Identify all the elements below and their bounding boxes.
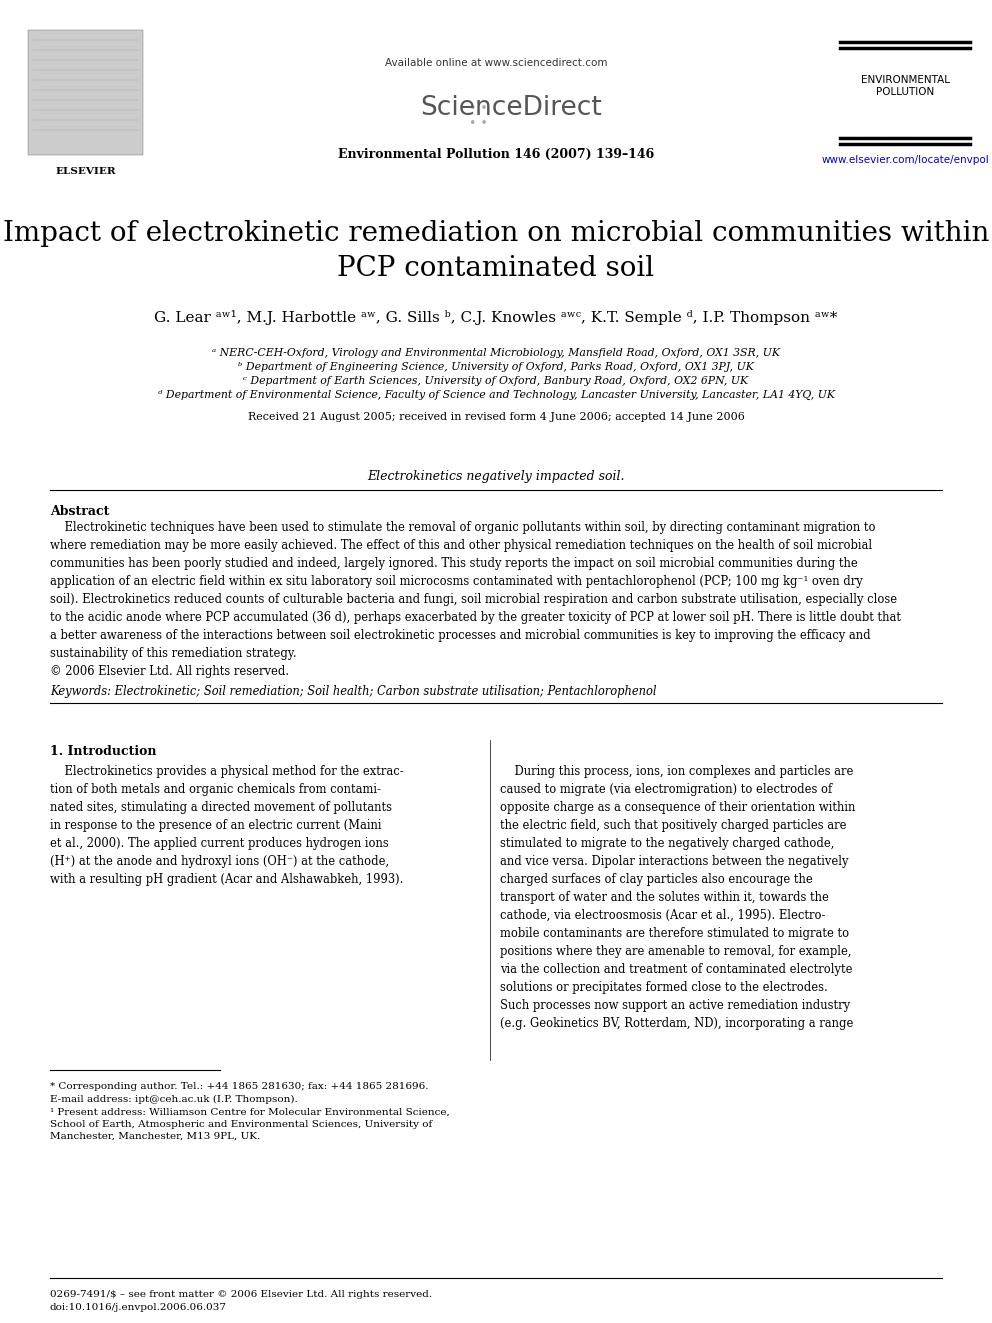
Text: Manchester, Manchester, M13 9PL, UK.: Manchester, Manchester, M13 9PL, UK. — [50, 1132, 260, 1140]
Text: PCP contaminated soil: PCP contaminated soil — [337, 255, 655, 282]
Text: G. Lear ᵃʷ¹, M.J. Harbottle ᵃʷ, G. Sills ᵇ, C.J. Knowles ᵃʷᶜ, K.T. Semple ᵈ, I.P: G. Lear ᵃʷ¹, M.J. Harbottle ᵃʷ, G. Sills… — [155, 310, 837, 325]
Text: E-mail address: ipt@ceh.ac.uk (I.P. Thompson).: E-mail address: ipt@ceh.ac.uk (I.P. Thom… — [50, 1095, 298, 1105]
Text: ᵈ Department of Environmental Science, Faculty of Science and Technology, Lancas: ᵈ Department of Environmental Science, F… — [158, 390, 834, 400]
Text: ᶜ Department of Earth Sciences, University of Oxford, Banbury Road, Oxford, OX2 : ᶜ Department of Earth Sciences, Universi… — [243, 376, 749, 386]
Text: Electrokinetics negatively impacted soil.: Electrokinetics negatively impacted soil… — [367, 470, 625, 483]
Text: Electrokinetics provides a physical method for the extrac-
tion of both metals a: Electrokinetics provides a physical meth… — [50, 765, 404, 886]
Text: Electrokinetic techniques have been used to stimulate the removal of organic pol: Electrokinetic techniques have been used… — [50, 521, 901, 677]
Text: doi:10.1016/j.envpol.2006.06.037: doi:10.1016/j.envpol.2006.06.037 — [50, 1303, 227, 1312]
Text: 1. Introduction: 1. Introduction — [50, 745, 157, 758]
Text: Received 21 August 2005; received in revised form 4 June 2006; accepted 14 June : Received 21 August 2005; received in rev… — [248, 411, 744, 422]
Text: Abstract: Abstract — [50, 505, 109, 519]
Text: Available online at www.sciencedirect.com: Available online at www.sciencedirect.co… — [385, 58, 607, 67]
Text: ScienceDirect: ScienceDirect — [421, 95, 602, 120]
Text: * Corresponding author. Tel.: +44 1865 281630; fax: +44 1865 281696.: * Corresponding author. Tel.: +44 1865 2… — [50, 1082, 429, 1091]
Text: Keywords: Electrokinetic; Soil remediation; Soil health; Carbon substrate utilis: Keywords: Electrokinetic; Soil remediati… — [50, 685, 657, 699]
Text: www.elsevier.com/locate/envpol: www.elsevier.com/locate/envpol — [821, 155, 989, 165]
Text: ᵇ Department of Engineering Science, University of Oxford, Parks Road, Oxford, O: ᵇ Department of Engineering Science, Uni… — [238, 363, 754, 372]
Text: ¹ Present address: Williamson Centre for Molecular Environmental Science,: ¹ Present address: Williamson Centre for… — [50, 1107, 449, 1117]
Text: • •
• •: • • • • — [468, 102, 487, 130]
Text: School of Earth, Atmospheric and Environmental Sciences, University of: School of Earth, Atmospheric and Environ… — [50, 1121, 433, 1129]
Text: Impact of electrokinetic remediation on microbial communities within: Impact of electrokinetic remediation on … — [3, 220, 989, 247]
Text: Environmental Pollution 146 (2007) 139–146: Environmental Pollution 146 (2007) 139–1… — [338, 148, 654, 161]
Text: 0269-7491/$ – see front matter © 2006 Elsevier Ltd. All rights reserved.: 0269-7491/$ – see front matter © 2006 El… — [50, 1290, 433, 1299]
Bar — [28, 30, 143, 155]
Text: ELSEVIER: ELSEVIER — [56, 167, 116, 176]
Text: ᵃ NERC-CEH-Oxford, Virology and Environmental Microbiology, Mansfield Road, Oxfo: ᵃ NERC-CEH-Oxford, Virology and Environm… — [212, 348, 780, 359]
Text: During this process, ions, ion complexes and particles are
caused to migrate (vi: During this process, ions, ion complexes… — [500, 765, 855, 1031]
Text: ENVIRONMENTAL
POLLUTION: ENVIRONMENTAL POLLUTION — [860, 75, 949, 97]
